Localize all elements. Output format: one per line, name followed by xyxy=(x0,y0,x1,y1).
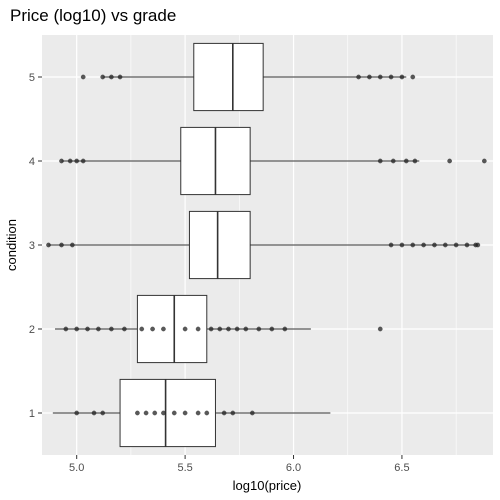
outlier-point xyxy=(95,326,101,332)
outlier-point xyxy=(182,326,188,332)
outlier-point xyxy=(204,410,210,416)
outlier-point xyxy=(447,158,453,164)
outlier-point xyxy=(150,326,156,332)
y-axis-title: condition xyxy=(4,219,19,271)
outlier-point xyxy=(432,242,437,248)
x-axis-title: log10(price) xyxy=(233,478,302,493)
outlier-point xyxy=(410,242,416,248)
outlier-point xyxy=(195,410,201,416)
outlier-point xyxy=(108,74,114,80)
outlier-point xyxy=(377,74,383,80)
outlier-point xyxy=(226,326,231,332)
outlier-point xyxy=(80,158,86,164)
x-tick-label: 5.0 xyxy=(69,462,84,474)
outlier-point xyxy=(412,158,418,164)
y-tick-label: 1 xyxy=(29,408,35,420)
outlier-point xyxy=(69,242,75,248)
outlier-point xyxy=(100,74,106,80)
axes: 5.0 5.5 6.0 6.5 1 2 3 4 5 xyxy=(29,72,410,474)
y-tick-label: 4 xyxy=(29,156,35,168)
outlier-point xyxy=(160,410,166,416)
outlier-point xyxy=(249,410,255,416)
box-iqr xyxy=(193,42,264,112)
outlier-point xyxy=(377,326,383,332)
outlier-point xyxy=(67,158,73,164)
outlier-point xyxy=(243,326,249,332)
box-iqr xyxy=(119,378,216,448)
x-tick-label: 5.5 xyxy=(177,462,192,474)
outlier-point xyxy=(117,74,123,80)
outlier-point xyxy=(269,326,275,332)
y-tick-label: 5 xyxy=(29,72,35,84)
outlier-point xyxy=(399,74,405,80)
outlier-point xyxy=(74,326,80,332)
outlier-point xyxy=(403,158,409,164)
outlier-point xyxy=(410,74,416,80)
outlier-point xyxy=(182,410,188,416)
outlier-point xyxy=(108,326,114,332)
outlier-point xyxy=(234,326,240,332)
plot-marks xyxy=(46,42,487,448)
outlier-point xyxy=(63,326,69,332)
outlier-point xyxy=(221,410,227,416)
outlier-point xyxy=(59,242,64,248)
outlier-point xyxy=(74,410,80,416)
outlier-point xyxy=(390,158,396,164)
outlier-point xyxy=(134,410,140,416)
outlier-point xyxy=(421,242,427,248)
outlier-point xyxy=(152,410,158,416)
outlier-point xyxy=(139,326,145,332)
outlier-point xyxy=(388,242,394,248)
outlier-point xyxy=(356,74,362,80)
outlier-point xyxy=(59,158,64,164)
box-iqr xyxy=(188,210,251,280)
outlier-point xyxy=(85,326,90,332)
outlier-point xyxy=(91,410,97,416)
outlier-point xyxy=(208,326,214,332)
outlier-point xyxy=(442,242,448,248)
outlier-point xyxy=(80,74,86,80)
outlier-point xyxy=(143,410,149,416)
outlier-point xyxy=(74,158,80,164)
outlier-point xyxy=(121,326,127,332)
outlier-point xyxy=(256,326,262,332)
outlier-point xyxy=(195,326,201,332)
outlier-point xyxy=(475,242,481,248)
outlier-point xyxy=(217,326,223,332)
outlier-point xyxy=(481,158,487,164)
x-tick-label: 6.0 xyxy=(286,462,301,474)
outlier-point xyxy=(464,242,470,248)
y-tick-label: 3 xyxy=(29,240,35,252)
outlier-point xyxy=(160,326,166,332)
outlier-point xyxy=(282,326,288,332)
x-tick-label: 6.5 xyxy=(394,462,409,474)
outlier-point xyxy=(171,410,177,416)
outlier-point xyxy=(388,74,394,80)
outlier-point xyxy=(453,242,459,248)
outlier-point xyxy=(46,242,51,248)
chart-title: Price (log10) vs grade xyxy=(10,6,177,25)
outlier-point xyxy=(100,410,106,416)
outlier-point xyxy=(230,410,236,416)
box-iqr xyxy=(136,294,208,364)
y-tick-label: 2 xyxy=(29,324,35,336)
outlier-point xyxy=(366,74,372,80)
outlier-point xyxy=(377,158,383,164)
outlier-point xyxy=(399,242,405,248)
